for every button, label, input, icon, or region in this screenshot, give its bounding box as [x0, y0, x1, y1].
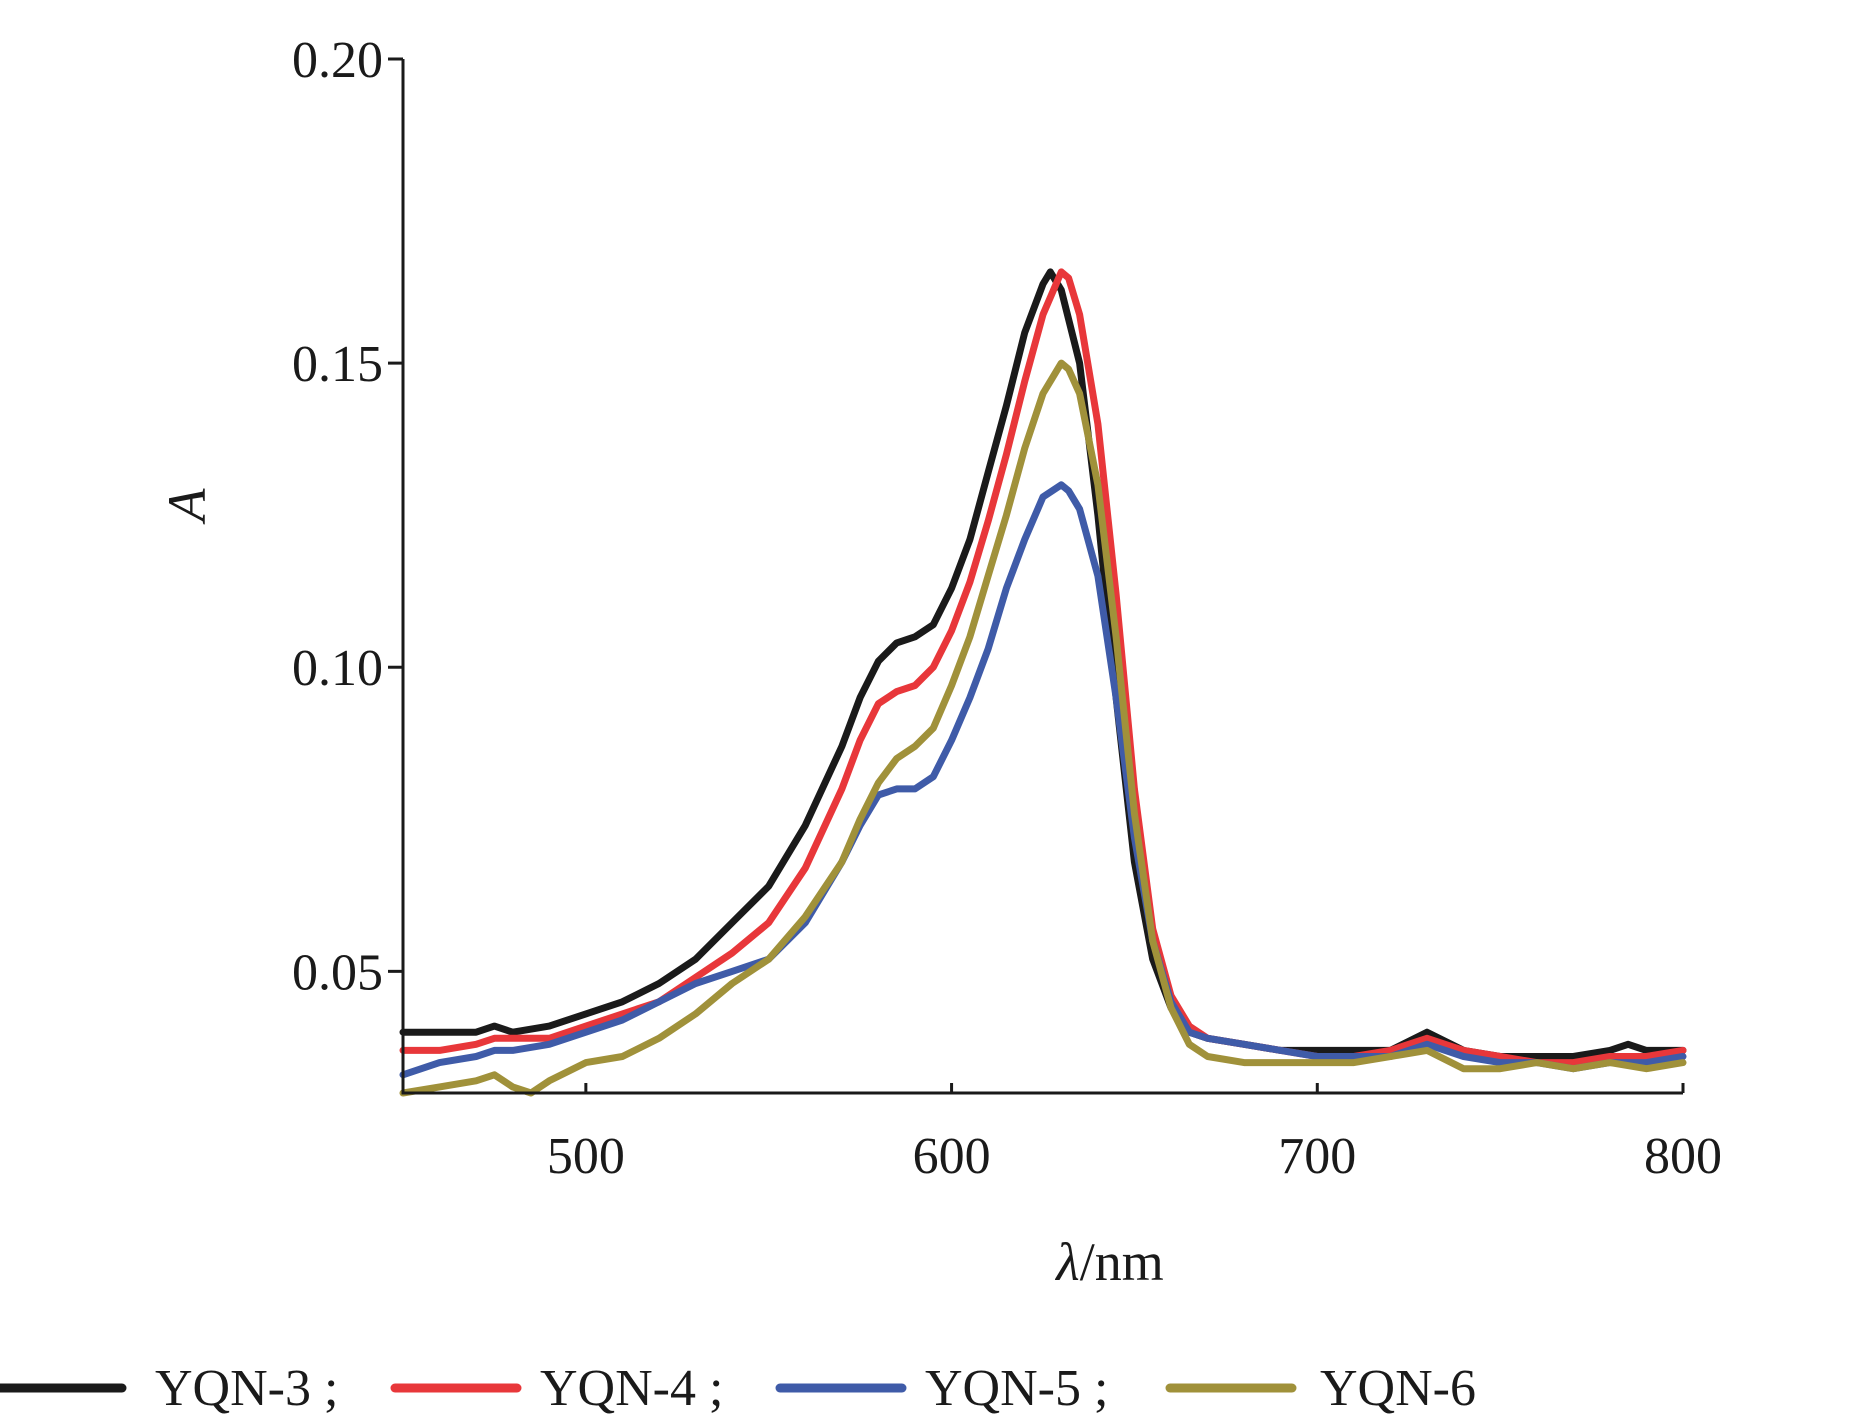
legend-label-yqn-6: YQN-6 — [1320, 1360, 1476, 1417]
x-axis-label-unit: /nm — [1080, 1232, 1164, 1292]
x-tick-label: 500 — [547, 1128, 625, 1185]
y-tick-label: 0.05 — [292, 944, 383, 1001]
y-tick-label: 0.10 — [292, 640, 383, 697]
axis-frame — [401, 59, 1683, 1095]
y-tick-label: 0.15 — [292, 336, 383, 393]
x-axis: 500 600 700 800 — [547, 1083, 1722, 1185]
y-tick-label: 0.20 — [292, 32, 383, 89]
x-tick-label: 800 — [1644, 1128, 1722, 1185]
y-axis: 0.05 0.10 0.15 0.20 — [292, 32, 403, 1001]
legend: YQN-3 ; YQN-4 ; YQN-5 ; YQN-6 — [0, 1360, 1476, 1417]
x-axis-label: λ/nm — [1054, 1232, 1163, 1292]
plot-area — [399, 268, 1687, 1097]
x-tick-label: 700 — [1278, 1128, 1356, 1185]
legend-label-yqn-4: YQN-4 ; — [540, 1360, 723, 1417]
y-axis-label: A — [157, 488, 217, 525]
x-tick-label: 600 — [913, 1128, 991, 1185]
legend-label-yqn-5: YQN-5 ; — [925, 1360, 1108, 1417]
series-line-yqn-5 — [399, 481, 1687, 1079]
legend-label-yqn-3: YQN-3 ; — [155, 1360, 338, 1417]
x-axis-label-symbol: λ — [1054, 1232, 1079, 1292]
series-line-yqn-6 — [399, 359, 1687, 1097]
series-line-yqn-3 — [399, 268, 1687, 1060]
